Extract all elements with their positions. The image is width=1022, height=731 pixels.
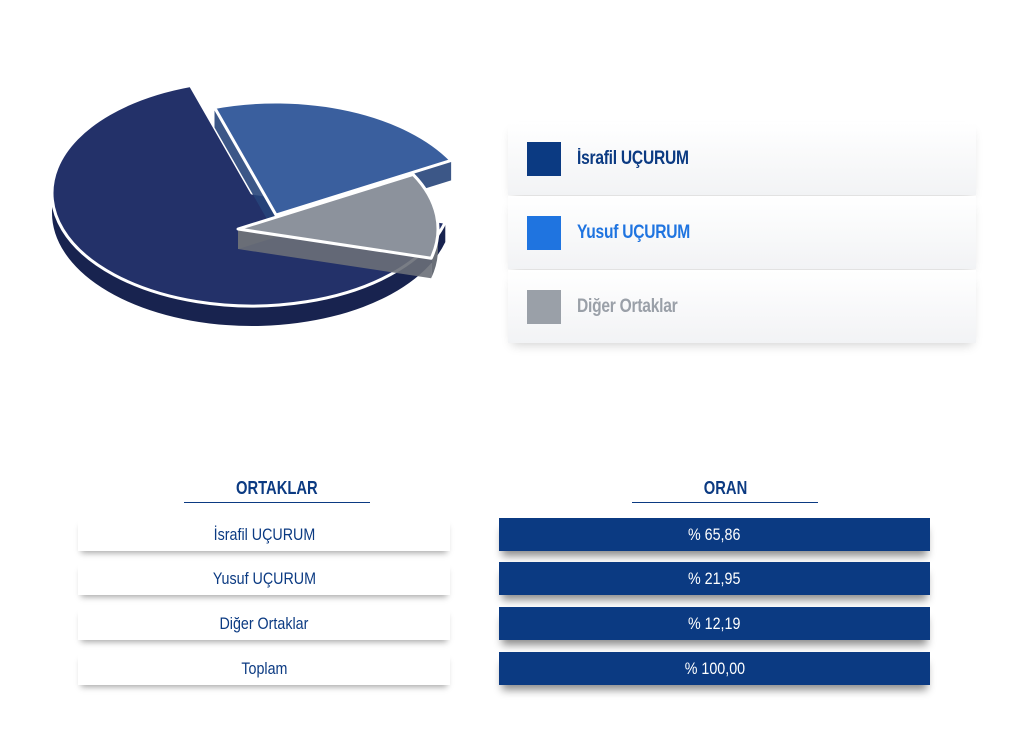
table-row-ratio: % 65,86 bbox=[499, 518, 930, 551]
ratio-column-header: ORAN bbox=[632, 478, 818, 503]
legend-swatch bbox=[527, 289, 561, 324]
pie-slice bbox=[236, 172, 440, 279]
legend-swatch bbox=[527, 215, 561, 250]
partners-column-header: ORTAKLAR bbox=[184, 478, 370, 503]
table-row-ratio: % 21,95 bbox=[499, 562, 930, 595]
legend-item-israfil: İsrafil UÇURUM bbox=[508, 122, 976, 195]
table-row-name: Diğer Ortaklar bbox=[78, 607, 450, 640]
legend-item-diger: Diğer Ortaklar bbox=[508, 270, 976, 343]
legend-item-yusuf: Yusuf UÇURUM bbox=[508, 196, 976, 269]
legend: İsrafil UÇURUM Yusuf UÇURUM Diğer Ortakl… bbox=[508, 122, 976, 343]
table-row-total-label: Toplam bbox=[78, 652, 450, 685]
table-row-ratio: % 12,19 bbox=[499, 607, 930, 640]
legend-swatch bbox=[527, 141, 561, 176]
table-row-name: İsrafil UÇURUM bbox=[78, 518, 450, 551]
legend-label: Diğer Ortaklar bbox=[577, 295, 678, 317]
table-row-name: Yusuf UÇURUM bbox=[78, 562, 450, 595]
table-row-total-ratio: % 100,00 bbox=[499, 652, 930, 685]
legend-label: Yusuf UÇURUM bbox=[577, 221, 691, 243]
legend-label: İsrafil UÇURUM bbox=[577, 147, 689, 169]
